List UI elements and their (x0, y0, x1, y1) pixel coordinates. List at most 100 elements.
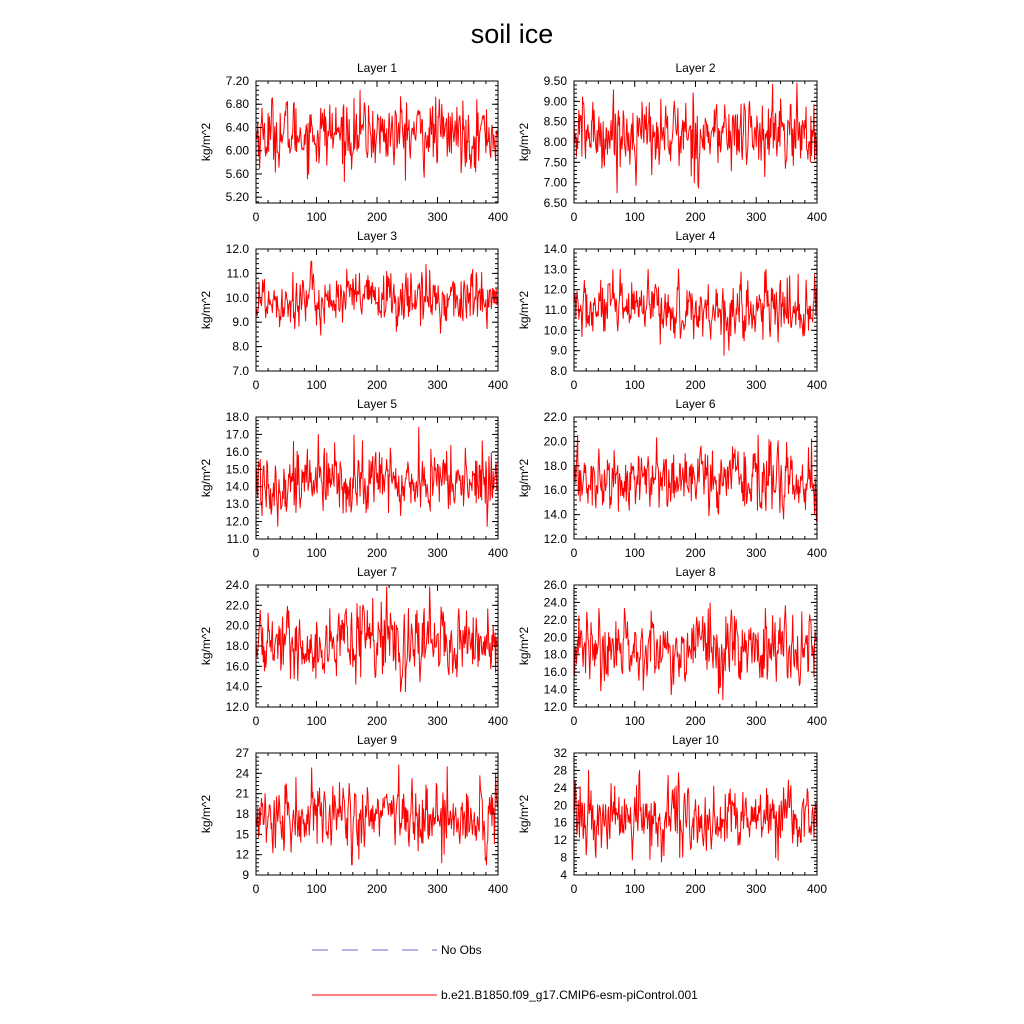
panel-1: 0 100 200 300 400 5.20 5.60 6.00 6.40 6.80 7.20 Lay… (199, 61, 508, 224)
panel-8-x-tick-label: 200 (685, 714, 705, 728)
panel-9: 0 100 200 300 400 9 12 15 18 21 24 27 Layer 9 kg/m^2 (199, 733, 508, 896)
panel-5-y-tick-label: 16.0 (226, 445, 250, 459)
panel-3-y-tick-label: 12.0 (226, 242, 250, 256)
panel-10-x-tick-label: 100 (625, 882, 645, 896)
panel-8-x-tick-label: 300 (746, 714, 766, 728)
panel-5-y-tick-label: 15.0 (226, 462, 250, 476)
panel-2-y-tick-label: 7.00 (544, 176, 568, 190)
panel-8-title: Layer 8 (675, 565, 715, 579)
panel-6-y-tick-label: 22.0 (544, 410, 568, 424)
panel-6-y-tick-label: 16.0 (544, 483, 568, 497)
panel-7-y-tick-label: 12.0 (226, 700, 250, 714)
panel-8-x-tick-label: 400 (807, 714, 827, 728)
panel-4-y-tick-label: 11.0 (545, 303, 568, 317)
panel-9-y-tick-label: 15 (236, 827, 250, 841)
panel-1-y-tick-label: 6.00 (226, 144, 250, 158)
panel-7-y-tick-label: 18.0 (226, 639, 250, 653)
panel-4-x-tick-label: 100 (625, 378, 645, 392)
panel-5-y-tick-label: 13.0 (226, 497, 250, 511)
panel-5-x-tick-label: 200 (367, 546, 387, 560)
panel-7-x-tick-label: 100 (306, 714, 326, 728)
panel-1-x-tick-label: 100 (306, 210, 326, 224)
panel-6-y-tick-label: 18.0 (544, 459, 568, 473)
figure-title: soil ice (471, 19, 554, 49)
panel-9-y-tick-label: 9 (242, 868, 249, 882)
panel-9-x-tick-label: 300 (427, 882, 447, 896)
panel-3-y-tick-label: 11.0 (227, 266, 250, 280)
panel-1-y-tick-label: 6.80 (226, 97, 250, 111)
panel-5-y-tick-label: 17.0 (226, 427, 250, 441)
panel-10-y-tick-label: 12 (554, 833, 568, 847)
panel-2-x-tick-label: 200 (685, 210, 705, 224)
panel-4-title: Layer 4 (675, 229, 715, 243)
panel-6-y-tick-label: 14.0 (544, 508, 568, 522)
panel-9-x-tick-label: 400 (488, 882, 508, 896)
panel-6-title: Layer 6 (675, 397, 715, 411)
panel-10-y-tick-label: 32 (554, 746, 568, 760)
panel-3-x-tick-label: 100 (306, 378, 326, 392)
panel-3-y-tick-label: 7.0 (232, 364, 249, 378)
panel-8-y-tick-label: 16.0 (544, 665, 568, 679)
panel-10-y-tick-label: 16 (554, 816, 568, 830)
panel-1-y-tick-label: 5.60 (226, 167, 250, 181)
panel-4-x-tick-label: 400 (807, 378, 827, 392)
panel-9-y-tick-label: 12 (236, 848, 250, 862)
panel-10-title: Layer 10 (672, 733, 719, 747)
panel-4-y-tick-label: 10.0 (544, 323, 568, 337)
panel-5-y-tick-label: 18.0 (226, 410, 250, 424)
panel-6-y-tick-label: 12.0 (544, 532, 568, 546)
legend: No Obs b.e21.B1850.f09_g17.CMIP6-esm-piC… (312, 943, 698, 1002)
panel-6-y-tick-label: 20.0 (544, 434, 568, 448)
panel-6-x-tick-label: 400 (807, 546, 827, 560)
panel-5-y-tick-label: 14.0 (226, 480, 250, 494)
panel-4-y-tick-label: 8.0 (550, 364, 567, 378)
panel-8-y-tick-label: 12.0 (544, 700, 568, 714)
panel-2: 0 100 200 300 400 6.50 7.00 7.50 8.00 8.50 9.00 9.5… (517, 61, 827, 224)
panel-3: 0 100 200 300 400 7.0 8.0 9.0 10.0 11.0 12.0 Layer … (199, 229, 508, 392)
panel-4-series-line (573, 268, 817, 356)
panel-7-x-tick-label: 200 (367, 714, 387, 728)
panel-3-y-tick-label: 9.0 (232, 315, 249, 329)
panel-7-title: Layer 7 (357, 565, 397, 579)
panel-5-x-tick-label: 100 (306, 546, 326, 560)
panel-10-series-line (573, 769, 817, 863)
panel-1-title: Layer 1 (357, 61, 397, 75)
panel-3-x-tick-label: 300 (427, 378, 447, 392)
panel-10-x-tick-label: 400 (807, 882, 827, 896)
panel-2-x-tick-label: 400 (807, 210, 827, 224)
panel-3-x-tick-label: 0 (253, 378, 260, 392)
panel-5-y-tick-label: 11.0 (227, 532, 250, 546)
panel-1-y-tick-label: 6.40 (226, 120, 250, 134)
panel-1-x-tick-label: 300 (427, 210, 447, 224)
panel-8-y-tick-label: 26.0 (544, 578, 568, 592)
panel-8-x-tick-label: 0 (571, 714, 578, 728)
panel-1-x-tick-label: 400 (488, 210, 508, 224)
panel-3-y-axis-label: kg/m^2 (199, 291, 213, 330)
panel-6-y-axis-label: kg/m^2 (517, 459, 531, 498)
panel-3-x-tick-label: 200 (367, 378, 387, 392)
panel-3-title: Layer 3 (357, 229, 397, 243)
panel-4-y-tick-label: 9.0 (550, 344, 567, 358)
panel-6-x-tick-label: 200 (685, 546, 705, 560)
panel-1-series-line (255, 90, 498, 183)
panel-9-y-tick-label: 24 (236, 766, 250, 780)
panel-9-y-tick-label: 18 (236, 807, 250, 821)
panel-9-x-tick-label: 100 (306, 882, 326, 896)
panel-2-y-tick-label: 8.50 (544, 115, 568, 129)
panel-10-y-tick-label: 28 (554, 763, 568, 777)
panel-4-y-axis-label: kg/m^2 (517, 291, 531, 330)
panel-2-y-tick-label: 6.50 (544, 196, 568, 210)
panel-10-y-tick-label: 24 (554, 781, 568, 795)
panel-4: 0 100 200 300 400 8.0 9.0 10.0 11.0 12.0 13.0 14.0 L… (517, 229, 827, 392)
panel-3-x-tick-label: 400 (488, 378, 508, 392)
panel-6-series-line (573, 434, 817, 522)
panel-9-x-tick-label: 0 (253, 882, 260, 896)
panel-8-y-axis-label: kg/m^2 (517, 627, 531, 666)
panel-6-x-tick-label: 0 (571, 546, 578, 560)
panel-4-x-tick-label: 200 (685, 378, 705, 392)
panel-5-x-tick-label: 0 (253, 546, 260, 560)
panel-7: 0 100 200 300 400 12.0 14.0 16.0 18.0 20.0 22.0 24.… (199, 565, 508, 728)
panel-10-x-tick-label: 0 (571, 882, 578, 896)
panel-8: 0 100 200 300 400 12.0 14.0 16.0 18.0 20.0 22.0 24.… (517, 565, 827, 728)
